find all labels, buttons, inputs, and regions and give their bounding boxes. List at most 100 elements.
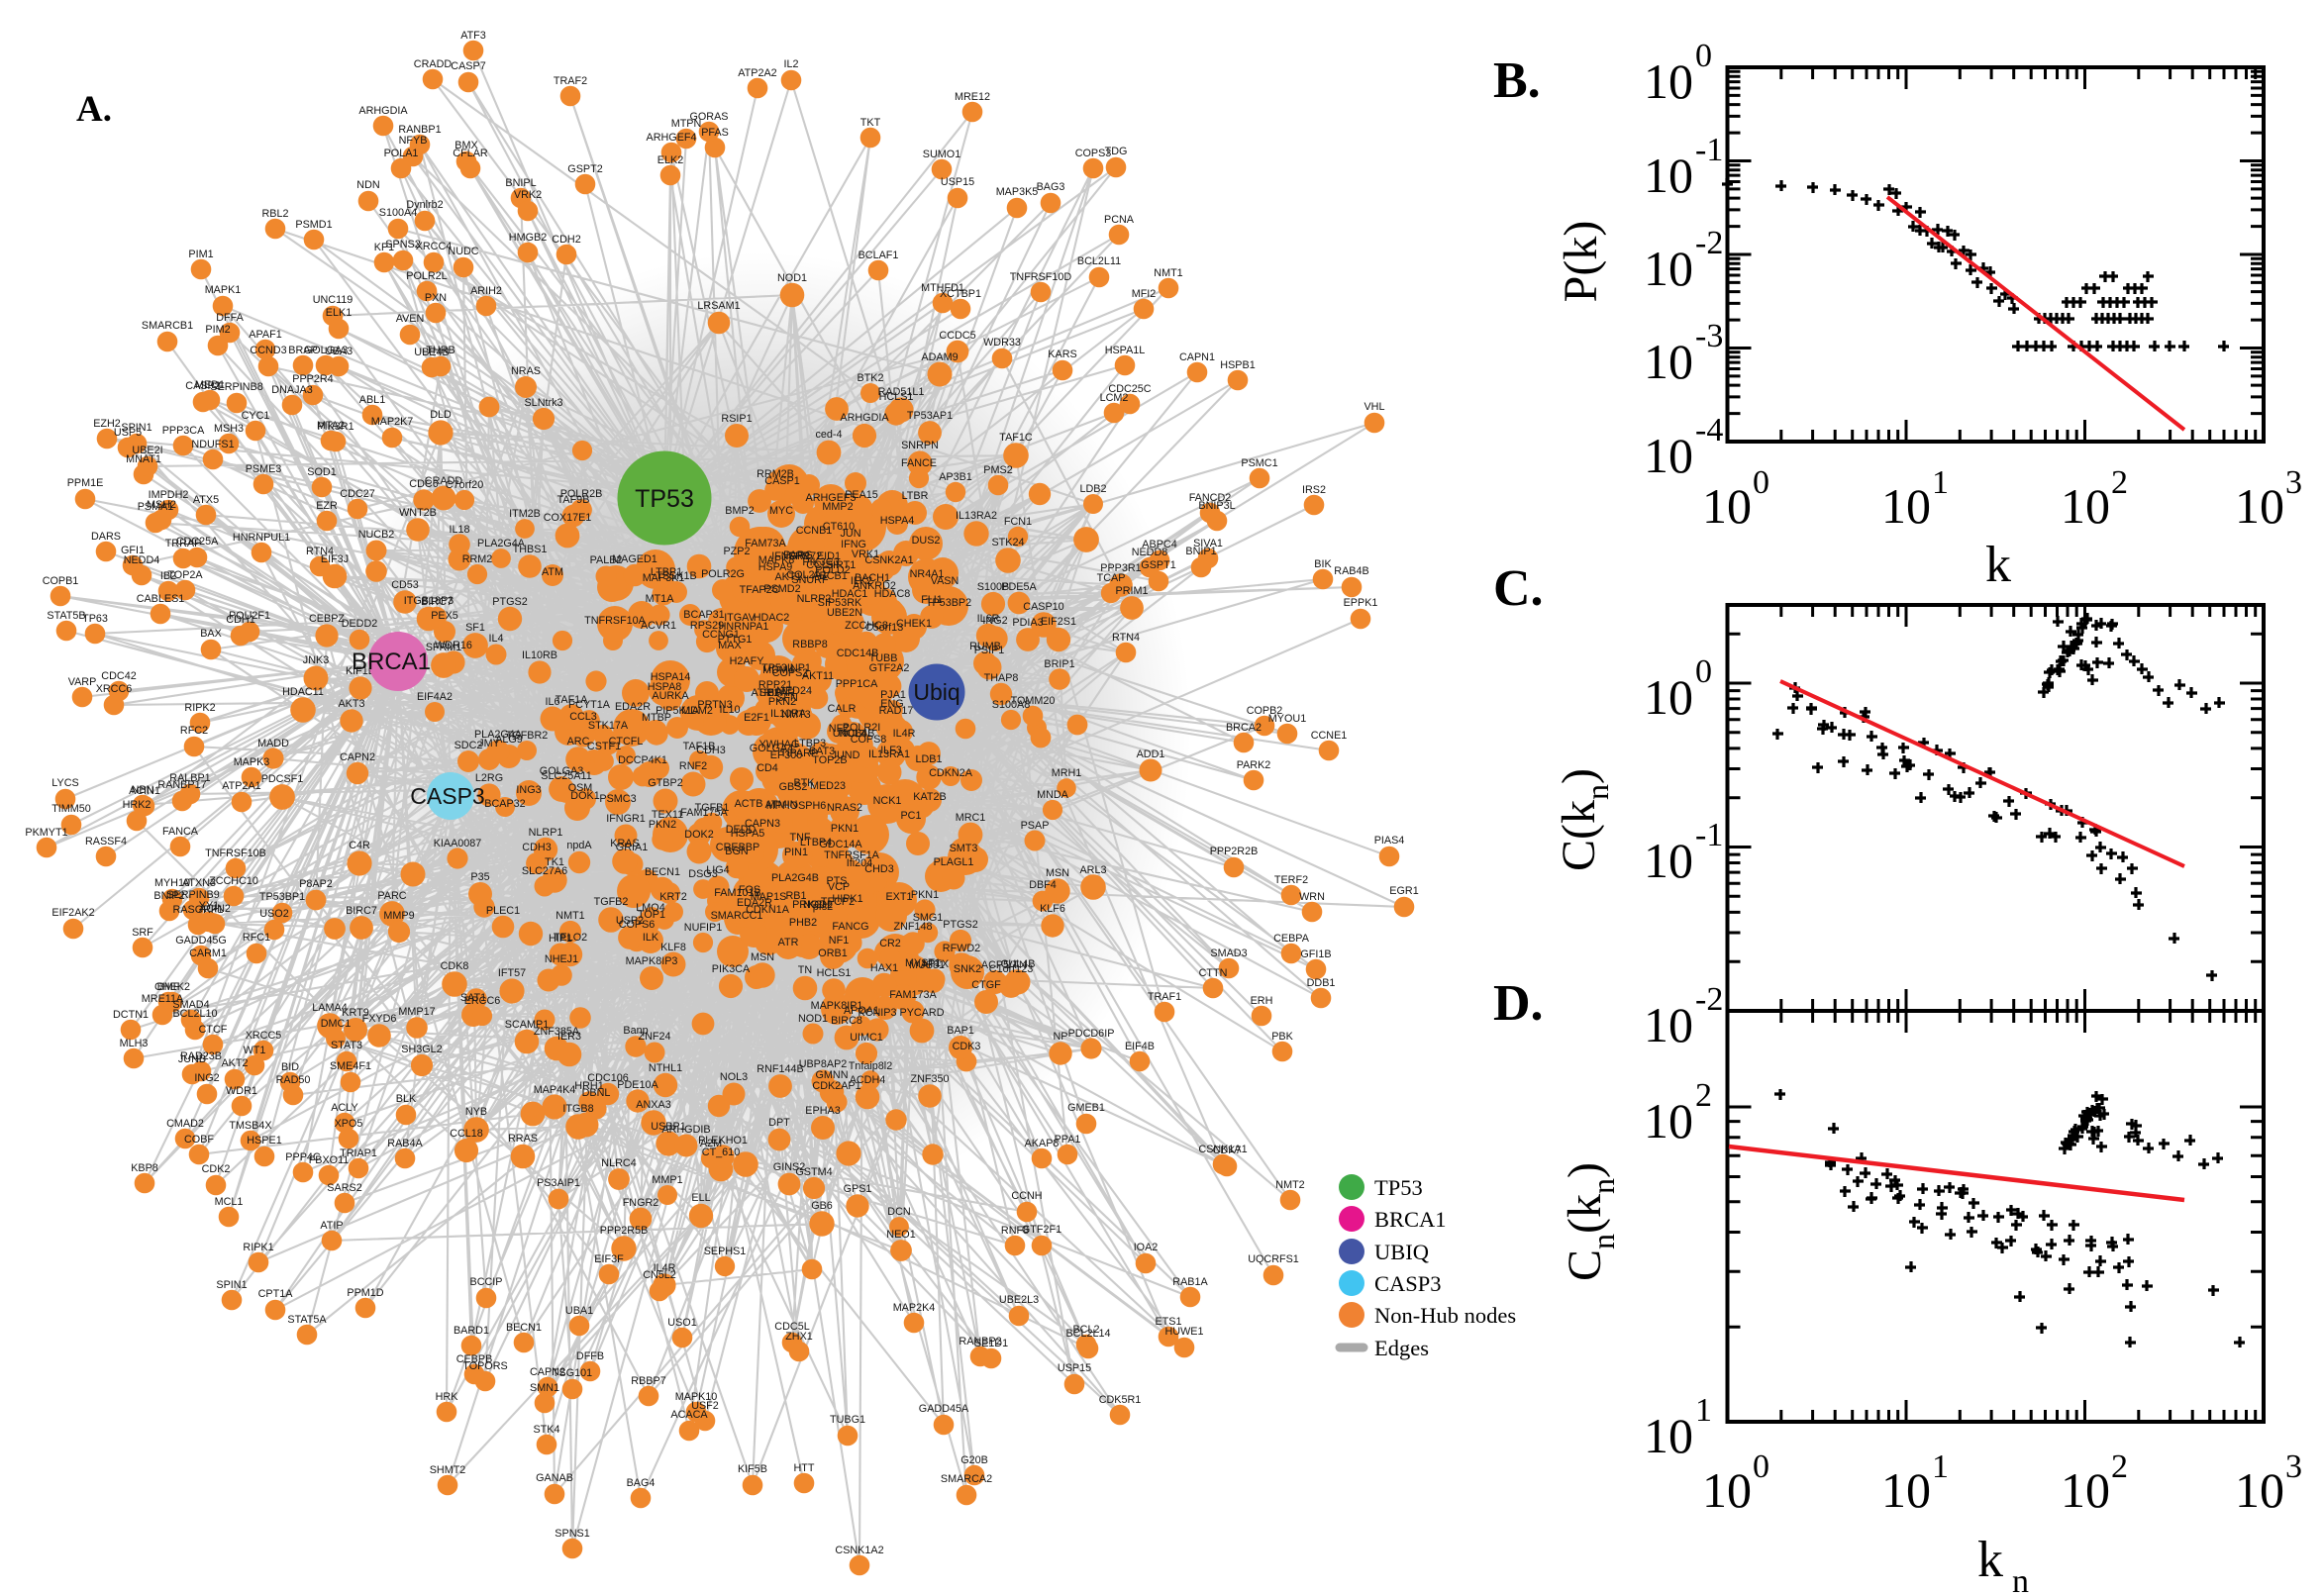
- svg-text:GOLGA3: GOLGA3: [304, 345, 348, 356]
- svg-text:USBP1: USBP1: [651, 1121, 685, 1133]
- svg-text:TOP2B: TOP2B: [812, 754, 847, 766]
- svg-text:PFAS: PFAS: [701, 127, 729, 139]
- svg-text:CDK7: CDK7: [1213, 1145, 1242, 1156]
- svg-text:TDG: TDG: [1105, 146, 1128, 157]
- svg-text:UBP8AP2: UBP8AP2: [799, 1058, 848, 1070]
- svg-text:ced-4: ced-4: [815, 429, 842, 441]
- svg-text:Edges: Edges: [1374, 1336, 1429, 1360]
- svg-text:AURKA: AURKA: [652, 690, 689, 702]
- svg-text:MAP2K4: MAP2K4: [893, 1302, 936, 1314]
- svg-text:DLD: DLD: [430, 409, 452, 421]
- svg-text:CDH3: CDH3: [522, 842, 551, 853]
- svg-text:RNF144B: RNF144B: [757, 1063, 803, 1075]
- svg-text:MRE12: MRE12: [955, 91, 990, 103]
- svg-text:SMAD4: SMAD4: [172, 999, 209, 1011]
- svg-text:NMT2: NMT2: [1275, 1179, 1304, 1191]
- svg-text:SFN: SFN: [776, 692, 798, 704]
- svg-text:CREBBP: CREBBP: [716, 842, 759, 853]
- svg-text:PPP3R1: PPP3R1: [1100, 562, 1141, 574]
- svg-text:RASGRF1: RASGRF1: [173, 904, 224, 916]
- svg-text:CEBPZ: CEBPZ: [309, 613, 345, 625]
- svg-text:PSMD2: PSMD2: [763, 583, 800, 595]
- svg-text:ETS1: ETS1: [1155, 1316, 1181, 1328]
- svg-text:CDK2AP1: CDK2AP1: [812, 1080, 860, 1092]
- svg-text:PLA2G4B: PLA2G4B: [771, 872, 819, 884]
- svg-text:MAGED1: MAGED1: [612, 553, 657, 565]
- svg-text:10: 10: [1644, 428, 1693, 483]
- svg-text:FANCG: FANCG: [832, 921, 868, 933]
- svg-text:IL4: IL4: [488, 633, 503, 645]
- svg-text:MDM4: MDM4: [762, 664, 794, 676]
- svg-text:ILF3: ILF3: [880, 745, 902, 756]
- svg-text:CRADD: CRADD: [414, 58, 453, 70]
- svg-text:NMT1: NMT1: [556, 910, 584, 922]
- svg-text:npdA: npdA: [566, 840, 592, 851]
- svg-text:DEDD: DEDD: [726, 824, 757, 836]
- svg-text:GDC14A: GDC14A: [819, 839, 862, 850]
- svg-text:PSME3: PSME3: [246, 463, 282, 475]
- svg-text:GSPT2: GSPT2: [567, 163, 602, 175]
- svg-text:KBP8: KBP8: [131, 1162, 158, 1174]
- svg-text:PTGS2: PTGS2: [492, 596, 527, 608]
- svg-text:PSMC1: PSMC1: [1241, 457, 1277, 469]
- svg-text:KLF6: KLF6: [1040, 903, 1065, 915]
- svg-text:ATP2A1: ATP2A1: [222, 780, 260, 792]
- svg-text:USO2: USO2: [259, 908, 288, 920]
- svg-text:FLI1: FLI1: [921, 594, 943, 606]
- svg-text:VHL: VHL: [1364, 401, 1384, 413]
- svg-text:SNK2: SNK2: [954, 963, 981, 975]
- svg-text:PIN1: PIN1: [784, 847, 808, 858]
- svg-text:JMY: JMY: [478, 738, 500, 749]
- svg-text:BRCA1: BRCA1: [1374, 1207, 1447, 1232]
- svg-text:MDM2: MDM2: [681, 705, 713, 717]
- svg-text:POLD2: POLD2: [815, 564, 850, 576]
- svg-text:CTCFL: CTCFL: [609, 736, 644, 748]
- svg-text:ATRIP: ATRIP: [752, 687, 782, 699]
- svg-text:XRCC5: XRCC5: [246, 1030, 282, 1042]
- svg-text:BECN1: BECN1: [506, 1322, 542, 1334]
- svg-text:ATXN3: ATXN3: [182, 877, 216, 889]
- svg-text:MAP1S: MAP1S: [751, 891, 787, 903]
- svg-text:SFRM1: SFRM1: [426, 642, 462, 653]
- svg-text:PSMC3: PSMC3: [599, 793, 636, 805]
- svg-text:2: 2: [2111, 464, 2128, 501]
- svg-text:2: 2: [2111, 1448, 2128, 1485]
- svg-text:COL2A1: COL2A1: [786, 569, 827, 581]
- svg-text:CDK8: CDK8: [441, 960, 469, 972]
- svg-text:ZNF350: ZNF350: [910, 1073, 949, 1085]
- svg-text:PEX5: PEX5: [431, 610, 458, 622]
- svg-text:IL6: IL6: [545, 696, 559, 708]
- svg-text:ILK2: ILK2: [851, 575, 872, 587]
- svg-text:CDK5R1: CDK5R1: [1099, 1394, 1142, 1406]
- svg-text:MSN: MSN: [751, 951, 774, 963]
- svg-text:COPS3: COPS3: [1075, 148, 1112, 159]
- svg-text:LTBP1: LTBP1: [651, 566, 682, 578]
- svg-text:BTK2: BTK2: [857, 372, 883, 384]
- svg-text:EP300: EP300: [770, 749, 802, 761]
- svg-text:IL6R: IL6R: [977, 613, 1000, 625]
- svg-text:GTF2F1: GTF2F1: [1022, 1224, 1061, 1236]
- svg-text:NUCB2: NUCB2: [358, 529, 395, 541]
- svg-text:SPNS2: SPNS2: [385, 239, 420, 250]
- svg-text:HDAC2: HDAC2: [754, 612, 790, 624]
- svg-text:PKN2: PKN2: [768, 696, 796, 708]
- svg-text:TP53AP1: TP53AP1: [907, 410, 953, 422]
- svg-text:COX17E1: COX17E1: [544, 512, 592, 524]
- svg-text:CR2: CR2: [879, 938, 901, 949]
- svg-text:TNFRSF10A: TNFRSF10A: [584, 615, 647, 627]
- svg-text:BIRC8: BIRC8: [831, 1015, 862, 1027]
- svg-text:ITM2B: ITM2B: [509, 508, 541, 520]
- svg-text:TP63: TP63: [82, 613, 108, 625]
- svg-text:TUBB: TUBB: [869, 652, 898, 664]
- svg-text:GOLGA4: GOLGA4: [750, 743, 793, 754]
- svg-text:USF2: USF2: [691, 1400, 719, 1412]
- svg-text:NEO1: NEO1: [886, 1229, 915, 1241]
- svg-text:10: 10: [1644, 241, 1693, 296]
- svg-text:EPHA3: EPHA3: [805, 1105, 840, 1117]
- svg-text:CTTN: CTTN: [1199, 967, 1228, 979]
- svg-text:MAP2K7: MAP2K7: [371, 416, 414, 428]
- svg-text:HSPE1: HSPE1: [247, 1135, 281, 1147]
- svg-text:TNFRSF10D: TNFRSF10D: [1010, 271, 1072, 283]
- svg-text:FAM73A: FAM73A: [745, 538, 786, 549]
- svg-text:UBE2I: UBE2I: [132, 445, 162, 456]
